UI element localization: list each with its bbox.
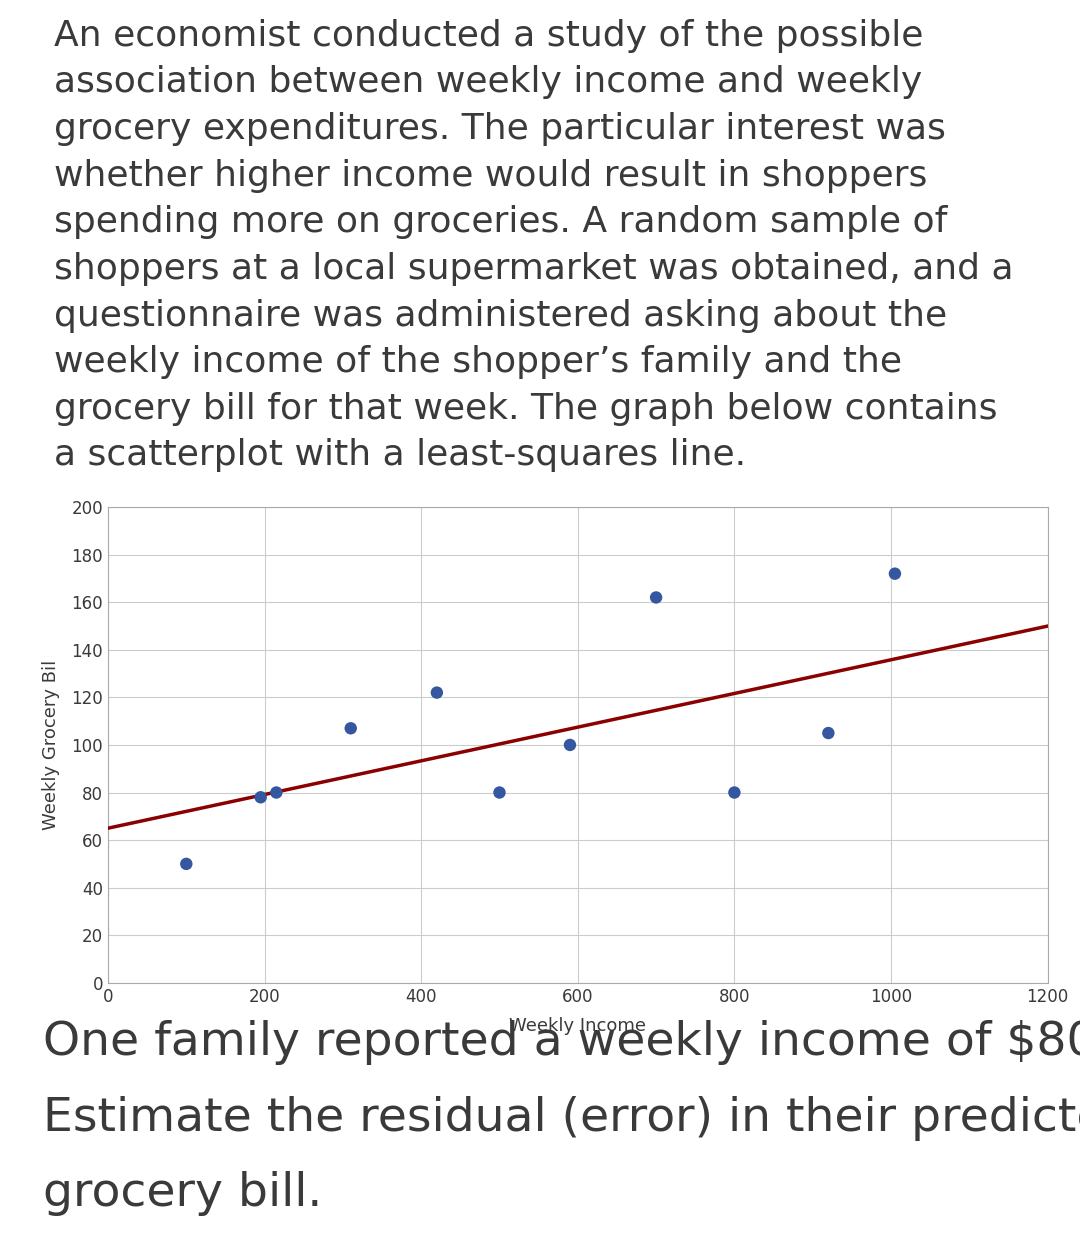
Point [268,782,285,803]
Point [648,587,665,607]
Point [490,782,509,803]
Text: grocery expenditures. The particular interest was: grocery expenditures. The particular int… [54,111,946,146]
Point [887,563,904,583]
Text: association between weekly income and weekly: association between weekly income and we… [54,65,922,99]
Point [252,788,269,808]
Text: a scatterplot with a least-squares line.: a scatterplot with a least-squares line. [54,438,746,472]
Text: grocery bill for that week. The graph below contains: grocery bill for that week. The graph be… [54,392,998,426]
Text: whether higher income would result in shoppers: whether higher income would result in sh… [54,159,928,193]
Y-axis label: Weekly Grocery Bil: Weekly Grocery Bil [42,660,60,830]
Text: shoppers at a local supermarket was obtained, and a: shoppers at a local supermarket was obta… [54,252,1013,285]
Text: Estimate the residual (error) in their predicted: Estimate the residual (error) in their p… [43,1096,1080,1141]
Text: An economist conducted a study of the possible: An economist conducted a study of the po… [54,19,923,53]
Point [562,735,579,755]
Point [726,782,743,803]
X-axis label: Weekly Income: Weekly Income [510,1017,646,1035]
Point [177,854,195,874]
Text: One family reported a weekly income of $805.: One family reported a weekly income of $… [43,1020,1080,1065]
Text: spending more on groceries. A random sample of: spending more on groceries. A random sam… [54,205,947,239]
Point [342,719,360,739]
Text: grocery bill.: grocery bill. [43,1172,323,1217]
Point [428,682,446,702]
Point [820,724,837,744]
Text: weekly income of the shopper’s family and the: weekly income of the shopper’s family an… [54,346,902,379]
Text: questionnaire was administered asking about the: questionnaire was administered asking ab… [54,298,947,333]
